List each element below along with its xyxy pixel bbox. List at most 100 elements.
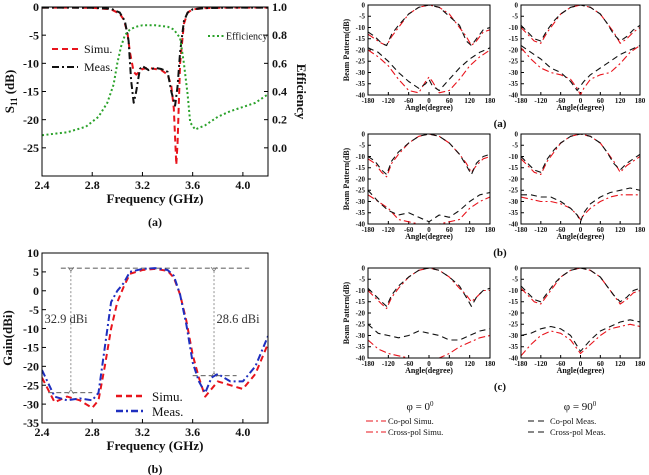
y-tick-label: -5: [359, 276, 365, 284]
y-tick-label: 0: [362, 264, 366, 272]
x-tick-label: 4.0: [235, 178, 250, 192]
series-Co-pol Meas.: [521, 5, 640, 42]
caption: (b): [148, 462, 163, 475]
y-tick-label: -25: [23, 141, 39, 155]
y-tick-label: -40: [509, 354, 519, 362]
plot-frame: [41, 252, 269, 424]
y-tick-label: -20: [356, 46, 366, 54]
series-group: [42, 7, 268, 166]
x-tick-label: 180: [635, 226, 646, 234]
x-axis-label: Frequency (GHz): [107, 191, 204, 206]
x-tick-label: -60: [404, 226, 414, 234]
x-tick-label: 3.2: [135, 178, 150, 192]
x-tick-label: -180: [515, 97, 528, 105]
y-tick-label: 5: [33, 265, 39, 279]
y-tick-label: -35: [509, 80, 519, 88]
x-tick-label: -120: [382, 97, 395, 105]
chart-pattern-b1: -180 -120 -60 0 60 120 180 0 -5 -10 -15 -20 -25 -30 -3…: [342, 130, 496, 241]
series-Cross-pol Meas.: [521, 319, 640, 352]
x-tick-label: 2.4: [35, 425, 50, 439]
x-tick-label: 3.6: [185, 425, 200, 439]
y-tick-label: -15: [356, 164, 366, 172]
x-tick-label: -120: [382, 226, 395, 234]
y-tick-label: -30: [509, 332, 519, 340]
x-tick-label: 2.8: [85, 178, 100, 192]
series-Cross-pol Simu.: [368, 49, 490, 94]
x-axis-label: Angle(degree): [557, 366, 605, 375]
y-tick-label: -30: [356, 198, 366, 206]
x-tick-label: 60: [446, 97, 454, 105]
series-Simu.: [42, 267, 268, 409]
y-tick-label: -40: [509, 220, 519, 228]
y2-tick-label: 1.0: [272, 0, 287, 14]
y-tick-label: -10: [356, 24, 366, 32]
y-tick-label: -10: [23, 322, 39, 336]
series-Cross-pol Meas.: [368, 189, 490, 223]
x-tick-label: -120: [534, 226, 547, 234]
y-tick-label: -30: [509, 198, 519, 206]
y-tick-label: -20: [509, 175, 519, 183]
legend-label: Efficiency: [226, 32, 267, 43]
y-tick-label: -30: [509, 69, 519, 77]
series-group: [42, 267, 268, 409]
y-tick-label: -35: [509, 343, 519, 351]
chart-pattern-c2: -180 -120 -60 0 60 120 180 0 -5 -10 -15 -20 -25 -30 -3…: [494, 264, 646, 393]
legend-label: Meas.: [152, 404, 183, 419]
x-tick-label: -180: [515, 226, 528, 234]
y-tick-label: -25: [356, 321, 366, 329]
x-tick-label: 3.6: [185, 178, 200, 192]
series-Cross-pol Simu.: [368, 334, 490, 358]
legend-label: Co-pol Meas.: [550, 416, 596, 426]
caption: (a): [494, 118, 507, 130]
x-tick-label: -60: [404, 360, 414, 368]
x-axis-label: Angle(degree): [405, 103, 453, 112]
series-Cross-pol Simu.: [368, 194, 490, 224]
chart-gain: 2.4 2.8 3.2 3.6 4.0 10 5 0 -5 -10 -15 -20 -25 -30 -35 3…: [0, 246, 269, 475]
y-axis-label: Beam Pattern(dB): [342, 281, 351, 344]
legend: Simu. Meas. Efficiency: [52, 32, 267, 74]
plot-frame: [41, 6, 269, 177]
phi0-title: φ = 00: [406, 400, 434, 413]
y-tick-label: -10: [509, 287, 519, 295]
x-tick-label: 180: [635, 97, 646, 105]
x-tick-label: -60: [556, 226, 566, 234]
x-tick-label: 0: [579, 97, 583, 105]
series-Cross-pol Simu.: [521, 323, 640, 357]
x-tick-label: 0: [427, 226, 431, 234]
series-Cross-pol Meas.: [521, 44, 640, 92]
x-tick-label: -60: [556, 360, 566, 368]
x-tick-label: 60: [597, 97, 605, 105]
series-Cross-pol Simu.: [521, 194, 640, 221]
annotation-left: 32.9 dBi: [45, 312, 89, 326]
y-tick-label: -5: [512, 142, 518, 150]
x-tick-label: -180: [362, 226, 375, 234]
plot-frame: [520, 267, 641, 359]
chart-pattern-a2: -180 -120 -60 0 60 120 180 0 -5 -10 -15 -20 -25 -30 -3…: [494, 1, 646, 130]
y-tick-label: -10: [356, 153, 366, 161]
series-Co-pol Meas.: [368, 134, 490, 176]
x-tick-label: 60: [446, 360, 454, 368]
series-Co-pol Meas.: [521, 268, 640, 303]
x-tick-label: -180: [362, 360, 375, 368]
series-Cross-pol Meas.: [368, 323, 490, 341]
y-tick-label: -25: [356, 58, 366, 66]
x-tick-label: -60: [404, 97, 414, 105]
plot-frame: [520, 4, 641, 96]
y2-axis-label: Efficiency: [294, 64, 309, 120]
y-tick-label: -40: [356, 354, 366, 362]
series-Co-pol Meas.: [521, 134, 640, 173]
y-tick-label: -25: [509, 321, 519, 329]
x-tick-label: 120: [464, 360, 475, 368]
y-tick-label: -40: [509, 91, 519, 99]
y-tick-label: -35: [356, 80, 366, 88]
phi90-title: φ = 900: [564, 400, 597, 413]
series-Co-pol Simu.: [521, 134, 640, 176]
y-tick-label: 0: [33, 0, 39, 14]
legend-label: Cross-pol Meas.: [550, 427, 606, 437]
y-tick-label: -20: [23, 113, 39, 127]
caption: (a): [148, 215, 162, 229]
x-tick-label: 180: [485, 360, 496, 368]
y-tick-label: 0: [515, 1, 519, 9]
y-tick-label: -20: [509, 46, 519, 54]
y2-tick-label: 0.8: [272, 28, 287, 42]
